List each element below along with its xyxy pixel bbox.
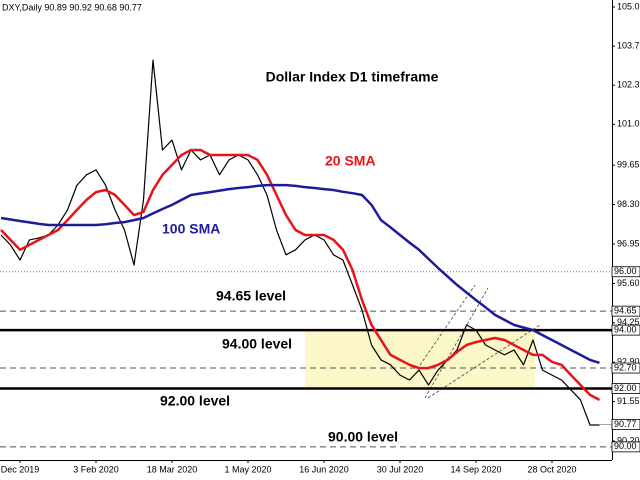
level-box <box>611 266 640 278</box>
level-label: 94.00 <box>614 324 637 334</box>
x-tick-label: 30 Jul 2020 <box>377 464 424 474</box>
y-tick-label: 103.73 <box>617 40 640 50</box>
x-tick-label: 3 Feb 2020 <box>73 464 119 474</box>
x-tick-label: 14 Sep 2020 <box>450 464 501 474</box>
y-tick-label: 102.39 <box>617 80 640 90</box>
header: DXY,Daily 90.89 90.92 90.68 90.77 <box>2 2 142 12</box>
y-tick-label: 98.30 <box>617 199 640 209</box>
y-tick-label: 101.05 <box>617 119 640 129</box>
y-tick-label: 99.65 <box>617 160 640 170</box>
price-box <box>611 418 640 430</box>
chart-title: Dollar Index D1 timeframe <box>266 69 439 85</box>
series-line <box>0 183 600 364</box>
zone <box>305 330 535 389</box>
level-label: 92.70 <box>614 362 637 372</box>
channel <box>419 284 541 399</box>
y-tick-label: 92.90 <box>617 357 640 367</box>
x-tick-label: 1 May 2020 <box>224 464 271 474</box>
y-tick-label: 90.20 <box>617 435 640 445</box>
x-tick-label: 18 Mar 2020 <box>147 464 198 474</box>
annotation: 20 SMA <box>325 153 376 169</box>
series-line <box>0 59 600 426</box>
x-tick-label: 16 Jun 2020 <box>299 464 349 474</box>
level-box <box>611 305 640 317</box>
level-box <box>611 383 640 394</box>
annotation: 90.00 level <box>328 429 398 445</box>
y-tick-label: 96.95 <box>617 238 640 248</box>
annotation: 94.65 level <box>216 288 286 304</box>
series-line <box>0 148 601 402</box>
level-label: 92.00 <box>614 383 637 393</box>
price-label: 90.77 <box>614 419 637 429</box>
level-label: 90.00 <box>614 441 637 451</box>
y-tick-label: 94.25 <box>617 317 640 327</box>
annotation: 92.00 level <box>160 393 230 409</box>
annotation: 94.00 level <box>222 336 292 352</box>
annotation: 100 SMA <box>162 221 220 237</box>
level-label: 96.00 <box>614 266 637 276</box>
y-tick-label: 95.60 <box>617 278 640 288</box>
level-box <box>611 324 640 336</box>
level-box <box>611 362 640 374</box>
y-tick-label: 105.07 <box>617 1 640 11</box>
x-tick-label: 28 Oct 2020 <box>527 464 576 474</box>
level-label: 94.65 <box>614 306 637 316</box>
level-box <box>611 441 640 453</box>
y-tick-label: 91.55 <box>617 396 640 406</box>
x-tick-label: Dec 2019 <box>1 464 40 474</box>
